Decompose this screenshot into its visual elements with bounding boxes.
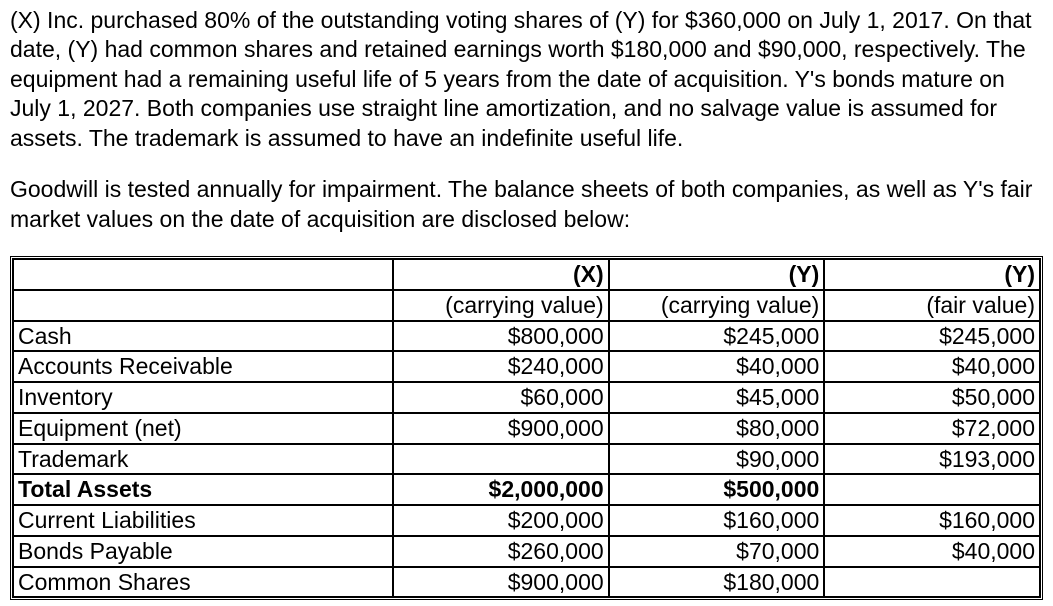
table-row: Common Shares$900,000$180,000 [13, 567, 1040, 598]
row-val-y-carry: $500,000 [609, 474, 825, 505]
table-row: Equipment (net)$900,000$80,000$72,000 [13, 413, 1040, 444]
row-label: Inventory [13, 382, 393, 413]
row-val-x: $2,000,000 [393, 474, 609, 505]
row-val-y-carry: $70,000 [609, 536, 825, 567]
header-blank [13, 259, 393, 290]
row-val-x [393, 444, 609, 475]
row-val-y-carry: $90,000 [609, 444, 825, 475]
row-val-x: $260,000 [393, 536, 609, 567]
row-val-x: $900,000 [393, 567, 609, 598]
header-x: (X) [393, 259, 609, 290]
header-row-1: (X) (Y) (Y) [13, 259, 1040, 290]
row-val-x: $60,000 [393, 382, 609, 413]
row-val-y-fair: $72,000 [824, 413, 1040, 444]
subheader-fair-y: (fair value) [824, 290, 1040, 321]
balance-sheet-table-wrap: (X) (Y) (Y) (carrying value) (carrying v… [10, 256, 1043, 600]
table-row: Bonds Payable$260,000$70,000$40,000 [13, 536, 1040, 567]
balance-sheet-table: (X) (Y) (Y) (carrying value) (carrying v… [10, 256, 1043, 600]
table-row: Current Liabilities$200,000$160,000$160,… [13, 505, 1040, 536]
row-label: Total Assets [13, 474, 393, 505]
header-y1: (Y) [609, 259, 825, 290]
table-row: Trademark $90,000$193,000 [13, 444, 1040, 475]
row-val-y-carry: $40,000 [609, 351, 825, 382]
row-val-y-fair: $245,000 [824, 321, 1040, 352]
table-row: Inventory$60,000$45,000$50,000 [13, 382, 1040, 413]
row-val-y-carry: $180,000 [609, 567, 825, 598]
row-label: Bonds Payable [13, 536, 393, 567]
table-row: Cash$800,000$245,000$245,000 [13, 321, 1040, 352]
table-row: Accounts Receivable$240,000$40,000$40,00… [13, 351, 1040, 382]
problem-paragraph-1: (X) Inc. purchased 80% of the outstandin… [10, 6, 1043, 153]
subheader-carrying-y: (carrying value) [609, 290, 825, 321]
row-label: Trademark [13, 444, 393, 475]
header-y2: (Y) [824, 259, 1040, 290]
row-val-y-carry: $245,000 [609, 321, 825, 352]
row-val-y-fair [824, 567, 1040, 598]
row-label: Accounts Receivable [13, 351, 393, 382]
row-val-y-carry: $45,000 [609, 382, 825, 413]
row-val-y-fair: $193,000 [824, 444, 1040, 475]
row-val-x: $240,000 [393, 351, 609, 382]
row-val-y-carry: $80,000 [609, 413, 825, 444]
table-row: Total Assets$2,000,000$500,000 [13, 474, 1040, 505]
row-val-y-carry: $160,000 [609, 505, 825, 536]
row-val-y-fair: $40,000 [824, 536, 1040, 567]
header-row-2: (carrying value) (carrying value) (fair … [13, 290, 1040, 321]
row-val-x: $900,000 [393, 413, 609, 444]
row-val-y-fair: $50,000 [824, 382, 1040, 413]
row-val-x: $800,000 [393, 321, 609, 352]
subheader-carrying-x: (carrying value) [393, 290, 609, 321]
row-val-x: $200,000 [393, 505, 609, 536]
problem-paragraph-2: Goodwill is tested annually for impairme… [10, 175, 1043, 234]
row-val-y-fair: $40,000 [824, 351, 1040, 382]
subheader-blank [13, 290, 393, 321]
row-label: Current Liabilities [13, 505, 393, 536]
row-label: Cash [13, 321, 393, 352]
row-label: Common Shares [13, 567, 393, 598]
row-val-y-fair [824, 474, 1040, 505]
row-label: Equipment (net) [13, 413, 393, 444]
row-val-y-fair: $160,000 [824, 505, 1040, 536]
